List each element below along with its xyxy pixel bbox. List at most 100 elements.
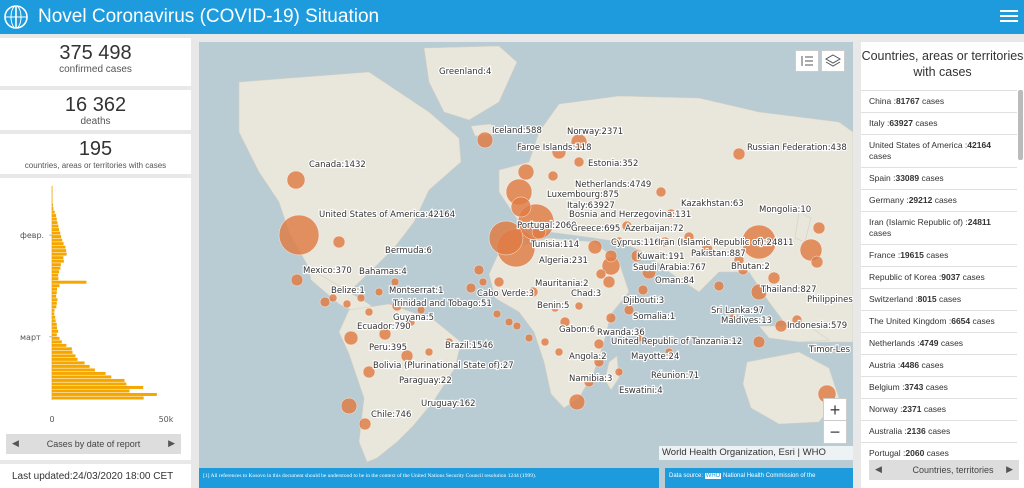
case-bubble[interactable] (444, 337, 454, 347)
chart-bar[interactable] (52, 392, 157, 396)
country-list-item[interactable]: China :81767 cases (861, 90, 1017, 112)
map-attribution[interactable]: World Health Organization, Esri | WHO (659, 446, 853, 460)
country-list-item[interactable]: The United Kingdom :6654 cases (861, 310, 1017, 332)
case-bubble[interactable] (733, 254, 745, 266)
case-bubble[interactable] (665, 208, 677, 220)
case-bubble[interactable] (683, 231, 695, 243)
chart-bar[interactable] (52, 333, 57, 337)
world-map[interactable]: Greenland:4 Iceland:588 Norway:2371 Faroe I… (199, 42, 853, 488)
case-bubble[interactable] (493, 276, 505, 288)
case-bubble[interactable] (476, 131, 494, 149)
case-bubble[interactable] (364, 307, 374, 317)
case-bubble[interactable] (728, 313, 738, 323)
chart-bar[interactable] (52, 200, 53, 204)
case-bubble[interactable] (524, 333, 534, 343)
case-bubble[interactable] (573, 156, 585, 168)
case-bubble[interactable] (290, 273, 304, 287)
chart-bar[interactable] (52, 382, 127, 386)
chart-bar[interactable] (52, 242, 64, 246)
country-list-item[interactable]: Austria :4486 cases (861, 354, 1017, 376)
case-bubble[interactable] (614, 367, 624, 377)
case-bubble[interactable] (634, 333, 644, 343)
chart-bar[interactable] (52, 291, 57, 295)
case-bubble[interactable] (378, 327, 392, 341)
case-bubble[interactable] (358, 417, 372, 431)
country-list-item[interactable]: Switzerland :8015 cases (861, 288, 1017, 310)
case-bubble[interactable] (605, 312, 617, 324)
chart-bar[interactable] (52, 259, 64, 263)
case-bubble[interactable] (286, 170, 306, 190)
case-bubble[interactable] (400, 349, 414, 363)
chart-bar[interactable] (52, 252, 67, 256)
case-bubble[interactable] (510, 196, 532, 218)
case-bubble[interactable] (621, 220, 633, 232)
chart-bar[interactable] (52, 277, 59, 281)
case-bubble[interactable] (583, 376, 595, 388)
case-bubble[interactable] (664, 347, 674, 357)
case-bubble[interactable] (613, 236, 625, 248)
case-bubble[interactable] (465, 282, 477, 294)
chart-bar[interactable] (52, 270, 60, 274)
case-bubble[interactable] (278, 214, 320, 256)
chart-bar[interactable] (52, 361, 85, 365)
case-bubble[interactable] (574, 301, 584, 311)
country-list-item[interactable]: Spain :33089 cases (861, 167, 1017, 189)
chart-bar[interactable] (52, 287, 58, 291)
chart-bar[interactable] (52, 266, 61, 270)
chart-bar[interactable] (52, 322, 57, 326)
case-bubble[interactable] (732, 147, 746, 161)
case-bubble[interactable] (659, 236, 671, 248)
case-bubble[interactable] (319, 296, 331, 308)
case-bubble[interactable] (568, 393, 586, 411)
case-bubble[interactable] (540, 337, 550, 347)
chart-bar[interactable] (52, 235, 62, 239)
list-next-icon[interactable]: ▶ (1006, 464, 1013, 474)
case-bubble[interactable] (390, 277, 400, 287)
case-bubble[interactable] (340, 397, 358, 415)
chart-bar[interactable] (52, 326, 58, 330)
country-list-item[interactable]: Netherlands :4749 cases (861, 332, 1017, 354)
case-bubble[interactable] (406, 317, 416, 327)
case-bubble[interactable] (570, 133, 588, 151)
chart-bar[interactable] (52, 210, 55, 214)
case-bubble[interactable] (547, 170, 559, 182)
case-bubble[interactable] (700, 243, 714, 257)
case-bubble[interactable] (342, 299, 352, 309)
chart-bar[interactable] (52, 245, 66, 249)
layers-button[interactable] (821, 50, 845, 72)
country-list-item[interactable]: Italy :63927 cases (861, 112, 1017, 134)
case-bubble[interactable] (630, 249, 644, 263)
chart-bar[interactable] (52, 214, 57, 218)
case-bubble[interactable] (550, 303, 560, 313)
case-bubble[interactable] (750, 283, 768, 301)
chart-bar[interactable] (52, 368, 95, 372)
case-bubble[interactable] (504, 317, 514, 327)
case-bubble[interactable] (637, 284, 649, 296)
case-bubble[interactable] (362, 365, 376, 379)
menu-icon[interactable] (1000, 7, 1018, 27)
case-bubble[interactable] (343, 330, 359, 346)
case-bubble[interactable] (593, 338, 605, 350)
chart-bar[interactable] (52, 315, 56, 319)
zoom-out-button[interactable]: − (829, 422, 841, 442)
chart-bar[interactable] (52, 329, 59, 333)
case-bubble[interactable] (551, 144, 567, 160)
chart-bar[interactable] (52, 340, 62, 344)
chart-bar[interactable] (52, 336, 60, 340)
chart-bar[interactable] (52, 228, 60, 232)
case-bubble[interactable] (602, 275, 616, 289)
chart-bar[interactable] (52, 189, 53, 193)
country-list-item[interactable]: Germany :29212 cases (861, 189, 1017, 211)
chart-bar[interactable] (52, 357, 78, 361)
case-bubble[interactable] (512, 321, 522, 331)
chart-bar[interactable] (52, 385, 144, 389)
list-prev-icon[interactable]: ◀ (875, 464, 882, 474)
case-bubble[interactable] (492, 309, 502, 319)
case-bubble[interactable] (593, 356, 605, 368)
case-bubble[interactable] (328, 293, 338, 303)
chart-bar[interactable] (52, 221, 58, 225)
chart-bar[interactable] (52, 231, 61, 235)
case-bubble[interactable] (527, 286, 539, 298)
case-bubble[interactable] (791, 314, 803, 326)
bubble-layer[interactable] (278, 131, 837, 431)
